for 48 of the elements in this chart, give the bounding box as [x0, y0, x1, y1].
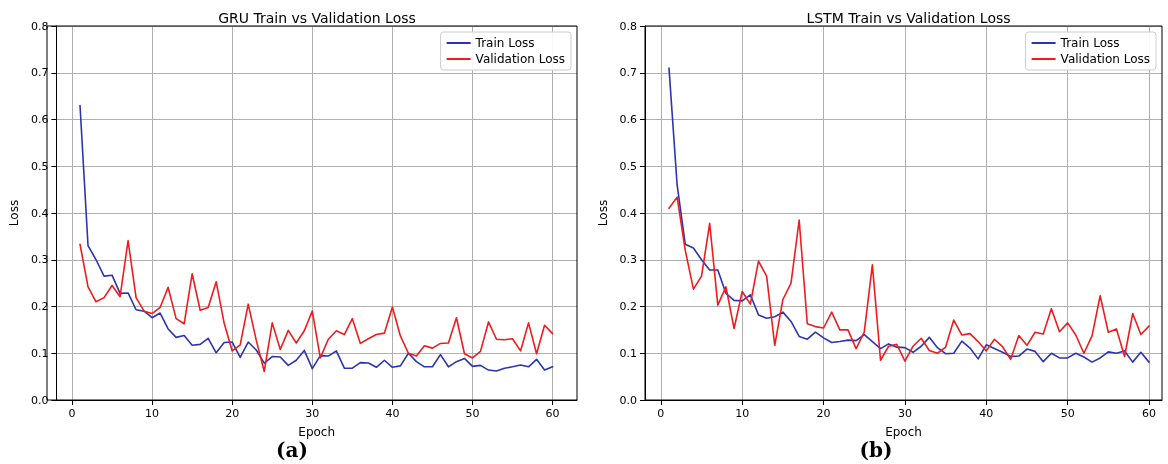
chart-title: GRU Train vs Validation Loss: [218, 10, 416, 26]
line-series: [79, 104, 554, 372]
x-tick-label: 30: [305, 407, 320, 420]
x-tick-label: 60: [545, 407, 560, 420]
legend-label: Train Loss: [474, 36, 535, 50]
y-tick-label: 0.2: [30, 300, 49, 313]
legend-label: Validation Loss: [1060, 52, 1150, 66]
x-axis-title: Epoch: [298, 425, 336, 439]
x-tick-label: 40: [385, 407, 400, 420]
y-tick-label: 0.0: [619, 393, 637, 407]
x-tick-label: 50: [465, 407, 480, 420]
text: (b): [859, 438, 893, 462]
y-tick-label: 0.1: [30, 346, 49, 360]
x-tick-label: 0: [68, 407, 76, 420]
x-tick-label: 60: [1141, 407, 1156, 420]
x-tick-label: 50: [1060, 407, 1075, 420]
text: (a): [276, 438, 308, 462]
y-tick-label: 0.3: [619, 253, 637, 267]
x-tick-label: 40: [979, 407, 994, 420]
x-tick-label: 20: [225, 407, 240, 420]
legend-label: Train Loss: [1059, 36, 1120, 50]
y-tick-label: 0.7: [30, 66, 49, 80]
y-tick-label: 0.4: [619, 206, 637, 220]
x-axis-title: Epoch: [885, 425, 922, 439]
y-tick-label: 0.6: [30, 113, 49, 126]
y-tick-label: 0.4: [30, 206, 49, 220]
x-tick-label: 10: [145, 407, 160, 420]
y-tick-label: 0.2: [619, 300, 637, 313]
y-tick-label: 0.3: [30, 253, 49, 267]
y-axis-title: Loss: [595, 199, 610, 227]
y-tick-label: 0.5: [30, 159, 49, 173]
x-tick-label: 30: [897, 407, 912, 420]
x-tick-label: 0: [657, 407, 665, 420]
x-tick-label: 20: [816, 407, 831, 420]
line-series: [668, 196, 1150, 362]
x-tick-label: 10: [735, 407, 750, 420]
chart-title: LSTM Train vs Validation Loss: [806, 10, 1011, 26]
y-tick-label: 0.1: [619, 346, 637, 360]
y-tick-label: 0.7: [619, 66, 637, 80]
y-axis-title: Loss: [7, 199, 21, 227]
legend-label: Validation Loss: [475, 52, 565, 66]
line-series: [79, 239, 554, 373]
y-tick-label: 0.0: [30, 393, 49, 407]
y-tick-label: 0.5: [619, 159, 637, 173]
y-tick-label: 0.8: [30, 19, 49, 33]
line-series: [668, 67, 1150, 363]
y-tick-label: 0.8: [619, 19, 637, 33]
y-tick-label: 0.6: [619, 113, 637, 126]
